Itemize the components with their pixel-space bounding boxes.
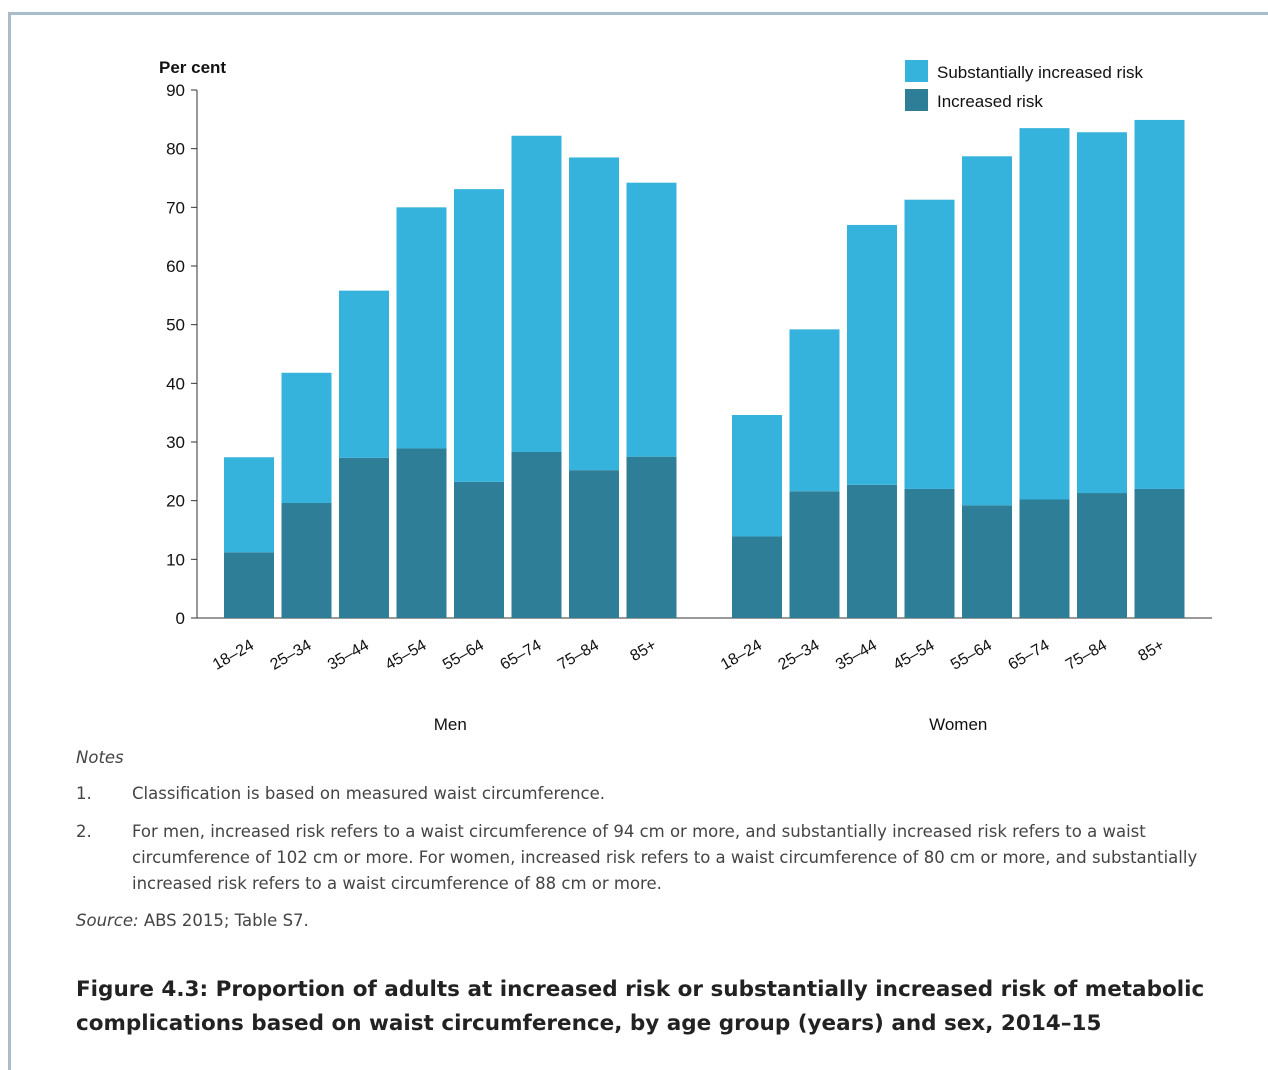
legend-swatch (905, 60, 928, 82)
x-tick-label: 45–54 (890, 637, 937, 674)
y-tick-label: 0 (176, 609, 185, 628)
frame-top-border (8, 12, 1268, 15)
notes-section: Notes 1. Classification is based on meas… (76, 748, 1226, 930)
bar-segment (732, 536, 782, 618)
bar-segment (396, 207, 447, 449)
figure-caption: Figure 4.3: Proportion of adults at incr… (76, 977, 1205, 1036)
bar-segment (847, 224, 897, 485)
y-tick-label: 30 (166, 433, 185, 452)
x-tick-label: 65–74 (497, 637, 544, 674)
bar-segment (569, 470, 619, 618)
x-tick-label: 85+ (627, 637, 659, 665)
y-tick-label: 90 (166, 81, 185, 100)
bar-segment (1134, 119, 1185, 489)
x-tick-label: 18–24 (210, 637, 257, 674)
x-tick-label: 75–84 (1063, 637, 1110, 674)
bar-segment (904, 488, 955, 618)
group-label: Women (929, 715, 987, 734)
bar-segment (224, 457, 274, 553)
note-number: 2. (76, 822, 92, 841)
source-line: Source: ABS 2015; Table S7. (76, 911, 1226, 930)
source-label: Source: (76, 911, 139, 930)
x-tick-label: 85+ (1135, 637, 1167, 665)
legend-label: Increased risk (937, 92, 1043, 111)
bar-segment (281, 503, 332, 618)
legend-swatch (905, 89, 928, 111)
legend-label: Substantially increased risk (937, 63, 1143, 82)
note-item: 2. For men, increased risk refers to a w… (76, 819, 1226, 897)
bar-segment (1019, 499, 1070, 618)
bar-segment (281, 372, 332, 504)
x-tick-label: 35–44 (325, 637, 372, 674)
bar-segment (789, 329, 840, 492)
note-text: For men, increased risk refers to a wais… (132, 822, 1198, 893)
frame-left-border (8, 12, 11, 1070)
bar-segment (962, 505, 1012, 618)
bar-segment (339, 457, 389, 618)
bar-segment (511, 135, 562, 452)
y-axis-title: Per cent (159, 58, 226, 77)
x-tick-label: 55–64 (440, 637, 487, 674)
bar-segment (1077, 132, 1127, 494)
bar-segment (224, 552, 274, 618)
x-tick-label: 35–44 (833, 637, 880, 674)
source-text: ABS 2015; Table S7. (138, 911, 309, 930)
y-tick-label: 50 (166, 316, 185, 335)
bar-segment (904, 199, 955, 489)
note-number: 1. (76, 784, 92, 803)
x-tick-label: 75–84 (555, 637, 602, 674)
y-tick-label: 60 (166, 257, 185, 276)
bar-segment (511, 451, 562, 618)
y-tick-label: 40 (166, 374, 185, 393)
y-tick-label: 10 (166, 550, 185, 569)
stacked-bar-chart: 0 10 20 30 40 50 60 70 80 90 Per cent 18–24 25–34 35–… (159, 58, 1212, 734)
x-tick-label: 18–24 (718, 637, 765, 674)
x-tick-label: 45–54 (382, 637, 429, 674)
bar-segment (396, 448, 447, 618)
note-text: Classification is based on measured wais… (132, 784, 606, 803)
note-item: 1. Classification is based on measured w… (76, 781, 1226, 807)
x-tick-label: 25–34 (267, 637, 314, 674)
x-tick-label: 55–64 (948, 637, 995, 674)
bar-segment (962, 156, 1012, 506)
y-tick-label: 80 (166, 140, 185, 159)
bar-segment (626, 182, 677, 457)
group-label: Men (434, 715, 467, 734)
bar-segment (1019, 128, 1070, 500)
x-tick-label: 65–74 (1005, 637, 1052, 674)
bar-segment (454, 481, 504, 618)
bar-segment (789, 491, 840, 618)
bar-segment (569, 157, 619, 471)
bar-segment (847, 484, 897, 618)
bar-segment (1134, 488, 1185, 618)
y-tick-label: 70 (166, 198, 185, 217)
bar-segment (454, 189, 504, 482)
notes-heading: Notes (76, 748, 124, 767)
bar-segment (1077, 493, 1127, 618)
bar-segment (626, 456, 677, 618)
bar-segment (339, 290, 389, 458)
y-tick-label: 20 (166, 492, 185, 511)
bar-segment (732, 415, 782, 537)
x-tick-label: 25–34 (775, 637, 822, 674)
